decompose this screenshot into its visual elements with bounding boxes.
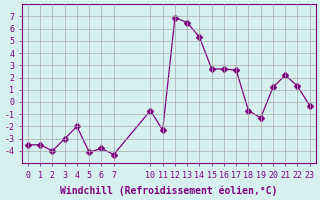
X-axis label: Windchill (Refroidissement éolien,°C): Windchill (Refroidissement éolien,°C) (60, 185, 277, 196)
